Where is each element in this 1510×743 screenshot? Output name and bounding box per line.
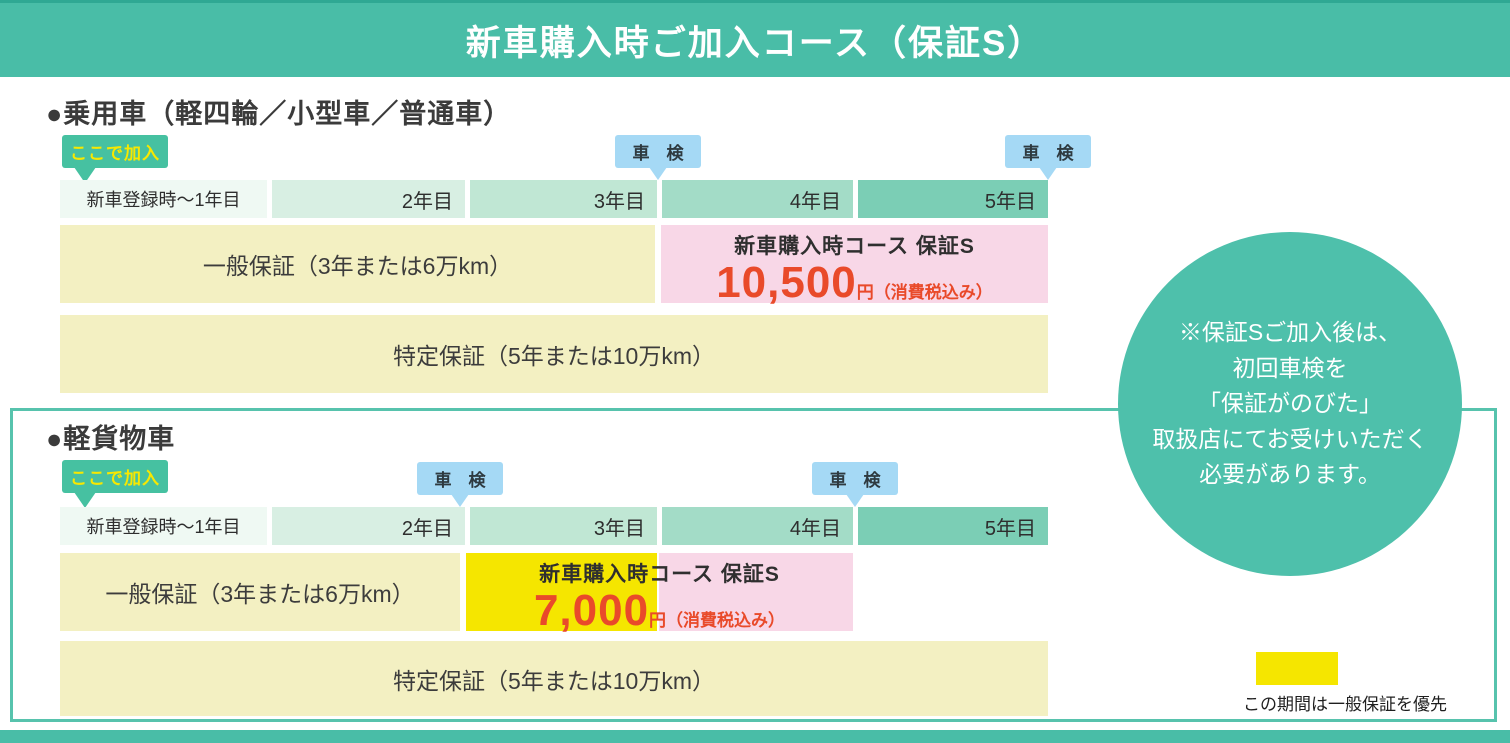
inspection-label: 車 検 [434, 471, 486, 490]
price-line: 7,000 円（消費税込み） [534, 589, 785, 633]
price-line: 10,500 円（消費税込み） [716, 261, 993, 305]
specific-warranty-bar: 特定保証（5年または10万km） [60, 641, 1048, 716]
general-warranty-bar: 一般保証（3年または6万km） [60, 225, 655, 303]
note-line: 取扱店にてお受けいただく [1152, 425, 1428, 452]
course-price-box [659, 553, 853, 631]
note-line: ※保証Sご加入後は、 [1178, 318, 1402, 345]
year-segment: 2年目 [272, 507, 465, 545]
note-line: 初回車検を [1232, 354, 1348, 381]
year-segment: 2年目 [272, 180, 465, 218]
note-line: 必要があります。 [1199, 461, 1381, 488]
course-name: 新車購入時コース 保証S [539, 563, 780, 586]
header-band: 新車購入時ご加入コース（保証S） [0, 0, 1510, 77]
join-here-label: ここで加入 [70, 469, 160, 488]
year-segment: 4年目 [662, 180, 853, 218]
year-segment: 4年目 [662, 507, 853, 545]
price-value: 7,000 [533, 586, 650, 635]
specific-warranty-bar: 特定保証（5年または10万km） [60, 315, 1048, 393]
footer-band [0, 730, 1510, 743]
join-here-badge: ここで加入 [62, 460, 168, 508]
price-suffix: 円（消費税込み） [649, 611, 786, 630]
year-segment: 新車登録時～1年目 [60, 507, 267, 545]
year-segment: 新車登録時～1年目 [60, 180, 267, 218]
legend-label: この期間は一般保証を優先 [1243, 695, 1447, 714]
warranty-note-circle: ※保証Sご加入後は、 初回車検を 「保証がのびた」 取扱店にてお受けいただく 必… [1118, 232, 1462, 576]
year-segment: 3年目 [470, 507, 657, 545]
join-here-label: ここで加入 [70, 144, 160, 163]
note-line: 「保証がのびた」 [1198, 390, 1382, 417]
course-name: 新車購入時コース 保証S [734, 235, 975, 258]
price-suffix: 円（消費税込み） [856, 283, 993, 302]
inspection-badge: 車 検 [615, 135, 701, 180]
course-price-box [661, 225, 1048, 303]
priority-highlight-box [466, 553, 657, 631]
section-passenger-title: ●乗用車（軽四輪／小型車／普通車） [46, 99, 512, 129]
year-segment: 5年目 [858, 180, 1048, 218]
join-here-badge: ここで加入 [62, 135, 168, 183]
inspection-label: 車 検 [1022, 144, 1074, 163]
legend-yellow-swatch [1256, 652, 1338, 685]
year-segment: 5年目 [858, 507, 1048, 545]
inspection-badge: 車 検 [417, 462, 503, 507]
section-cargo-title: ●軽貨物車 [46, 424, 176, 454]
price-value: 10,500 [716, 258, 857, 307]
year-segment: 3年目 [470, 180, 657, 218]
course-info: 新車購入時コース 保証S 10,500 円（消費税込み） [661, 225, 1048, 305]
inspection-label: 車 検 [632, 144, 684, 163]
course-info: 新車購入時コース 保証S 7,000 円（消費税込み） [466, 553, 853, 633]
page-title: 新車購入時ご加入コース（保証S） [465, 23, 1045, 63]
inspection-label: 車 検 [829, 471, 881, 490]
inspection-badge: 車 検 [1005, 135, 1091, 180]
inspection-badge: 車 検 [812, 462, 898, 507]
general-warranty-bar: 一般保証（3年または6万km） [60, 553, 460, 631]
